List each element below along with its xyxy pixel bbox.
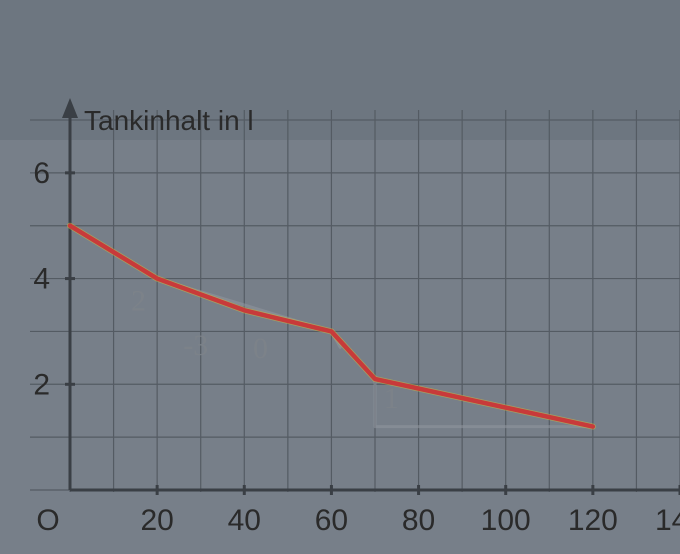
y-tick-label: 2 bbox=[33, 368, 50, 401]
x-tick-label: 120 bbox=[568, 504, 618, 537]
x-tick-label: 20 bbox=[140, 504, 173, 537]
pencil-annotation: 2 bbox=[131, 284, 146, 317]
chart-container: 2 4 6 20 40 60 80 100 120 140 O Tankinhalt in l 2 -3 0… bbox=[0, 0, 680, 554]
y-axis-title: Tankinhalt in l bbox=[84, 105, 254, 136]
pencil-annotation: 0 bbox=[253, 332, 268, 365]
y-tick-label: 4 bbox=[33, 263, 50, 296]
y-tick-label: 6 bbox=[33, 157, 50, 190]
x-tick-label: 80 bbox=[402, 504, 435, 537]
origin-label: O bbox=[36, 504, 59, 537]
line-chart: 2 4 6 20 40 60 80 100 120 140 O Tankinhalt in l 2 -3 0… bbox=[0, 0, 680, 554]
x-tick-label: 40 bbox=[228, 504, 261, 537]
x-tick-label: 100 bbox=[481, 504, 531, 537]
pencil-annotation: -3 bbox=[183, 329, 208, 362]
x-tick-label: 60 bbox=[315, 504, 348, 537]
x-tick-label: 140 bbox=[655, 504, 680, 537]
pencil-annotation: 1 bbox=[384, 382, 399, 415]
